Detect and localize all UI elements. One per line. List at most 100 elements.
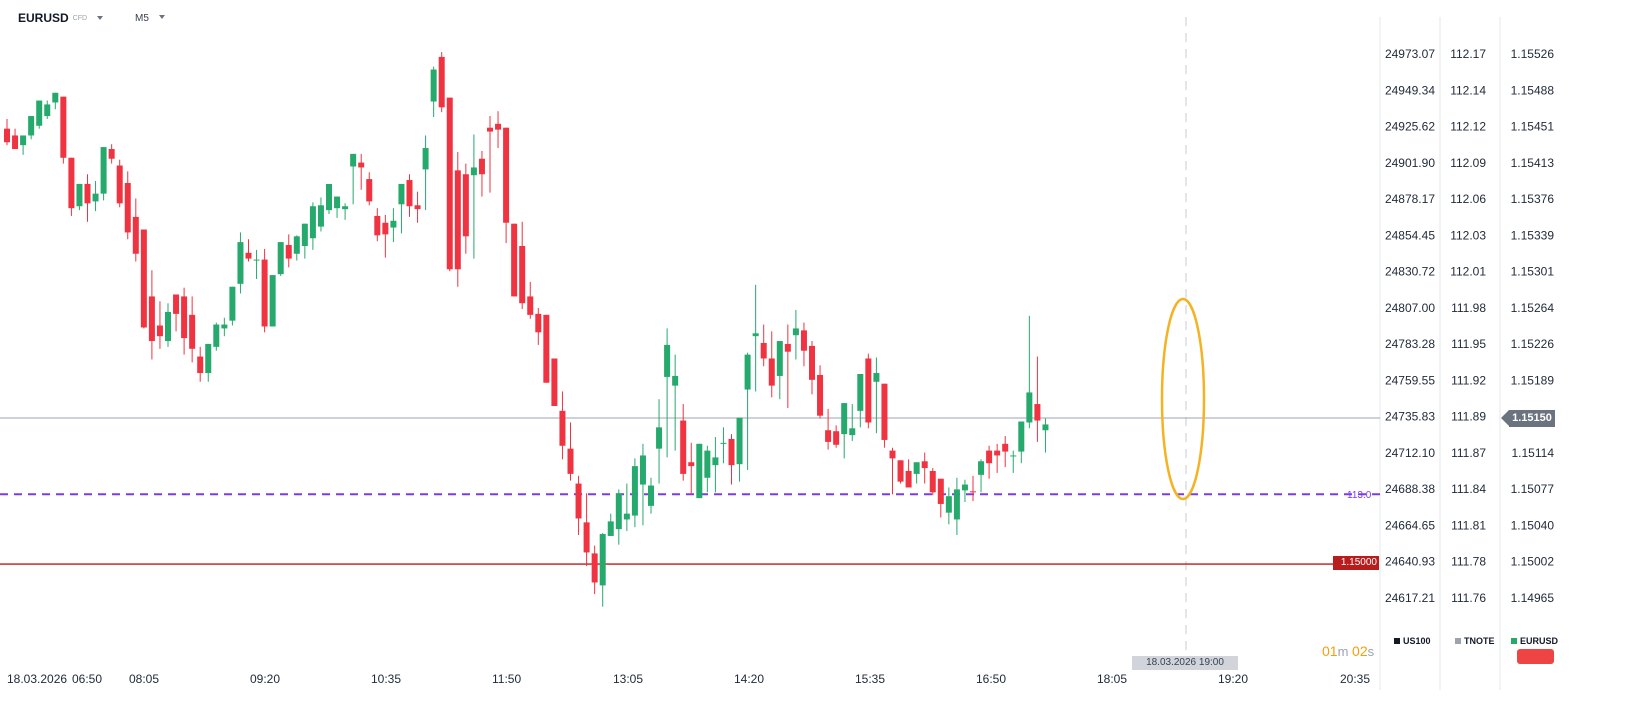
candle-body [229,286,236,321]
candle-body [1026,392,1033,423]
eurusd-tick-label: 1.15413 [1511,156,1555,170]
candle [92,181,99,212]
candle-body [454,170,461,270]
tnote-tick-label: 112.06 [1450,192,1486,206]
symbol-type-badge: CFD [72,15,88,22]
candle [301,223,308,259]
candle-body [978,461,985,475]
candle [639,443,646,526]
timeframe-selector[interactable]: M5 [135,13,165,24]
candle [889,447,896,495]
candle [664,328,671,458]
us100-tick-label: 24949.34 [1385,83,1435,97]
candle [833,425,840,448]
candle [905,459,912,488]
candle-body [205,343,212,374]
candle-body [704,450,711,478]
us100-tick-label: 24640.93 [1385,555,1435,569]
candle-body [253,259,260,261]
candle-body [116,165,123,204]
candle-body [1010,455,1017,457]
candle [817,365,824,419]
candle [648,477,654,514]
candle [390,208,397,243]
candle-body [945,496,952,513]
candle-body [487,127,493,132]
eurusd-tick-label: 1.15040 [1511,518,1555,532]
candle [503,127,510,244]
candle-body [712,457,719,466]
candle-body [535,313,542,333]
candle-body [511,223,518,297]
candle [414,191,421,223]
countdown-minutes: 01 [1322,643,1338,659]
candle-body [132,216,139,254]
candle-body [591,553,598,583]
candle-body [897,460,904,482]
candle [398,183,405,234]
candle-body [334,196,341,209]
candle-body [752,333,759,337]
candle [986,445,993,479]
highlight-ellipse [1160,297,1206,501]
candle-body [672,375,679,386]
candle-body [809,345,815,380]
candle-body [108,149,115,159]
candle-body [688,462,695,467]
candle [913,462,920,484]
eurusd-tick-label: 1.15339 [1511,228,1555,242]
tnote-tick-label: 111.78 [1451,555,1486,569]
candle [567,422,574,481]
legend-item-us100[interactable]: US100 [1394,636,1431,646]
candle [1034,356,1041,442]
legend-label: US100 [1403,636,1431,646]
candle [100,147,107,201]
eurusd-tick-label: 1.15451 [1511,120,1555,134]
candle [615,489,622,545]
eurusd-tick-label: 1.15301 [1511,265,1555,279]
candle-body [52,92,59,103]
candle-body [776,341,783,376]
candle-body [68,157,75,209]
candle [366,172,373,206]
crosshair-time-label: 18.03.2026 19:00 [1132,656,1238,670]
symbol-selector[interactable]: EURUSD CFD [18,11,104,25]
candle [205,343,212,382]
candle [277,242,284,277]
candle [462,163,469,254]
candle [752,284,759,392]
candle [487,116,493,193]
candle [446,97,453,272]
candle-body [865,358,872,423]
candle-body [60,96,67,158]
sell-button[interactable] [1517,649,1554,664]
candle-body [350,153,357,167]
candle-body [519,246,526,304]
candle-body [583,522,590,553]
time-tick-label: 19:20 [1218,672,1248,686]
candle [470,134,477,259]
candle [631,458,638,528]
candle [422,135,429,211]
candle-countdown: 01m 02s [1322,643,1374,659]
candle-body [905,470,912,488]
candles [4,52,1049,607]
legend-item-eurusd[interactable]: EURUSD [1511,636,1558,646]
candle-body [953,489,960,520]
legend-item-tnote[interactable]: TNOTE [1455,636,1495,646]
legend-label: EURUSD [1520,636,1559,646]
candle [406,174,413,217]
tnote-tick-label: 112.03 [1450,228,1486,242]
candle [140,229,147,329]
candle [776,341,783,400]
candle [784,324,791,408]
candle-body [656,427,663,449]
candle-body [495,123,502,130]
candle [865,353,872,429]
candle-body [1002,443,1009,452]
candle-body [623,513,630,520]
support-level-tag[interactable]: 1.15000 [1333,556,1379,570]
candle-body [181,296,188,339]
candle-body [841,403,848,435]
